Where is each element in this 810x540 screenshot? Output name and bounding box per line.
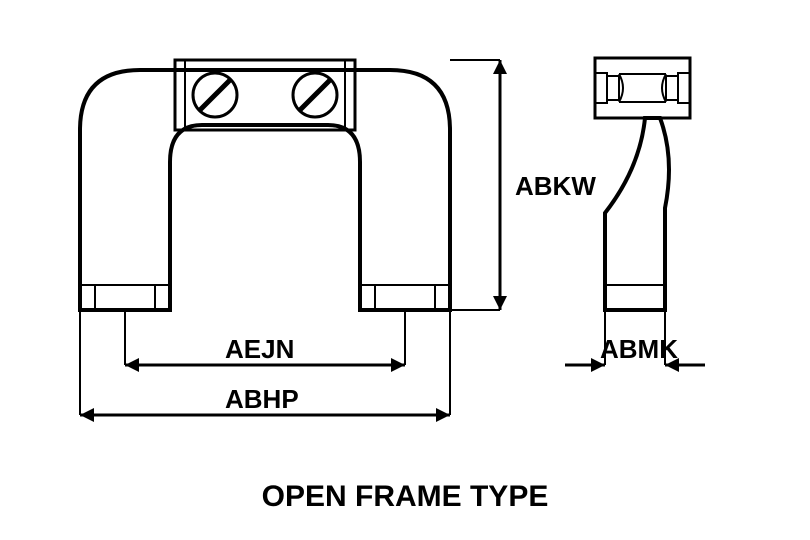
svg-text:ABMK: ABMK: [600, 334, 678, 364]
diagram-title: OPEN FRAME TYPE: [0, 480, 810, 514]
svg-text:ABKW: ABKW: [515, 171, 596, 201]
svg-text:AEJN: AEJN: [225, 334, 294, 364]
svg-text:ABHP: ABHP: [225, 384, 299, 414]
technical-drawing: ABKW AEJN ABHP ABMK: [0, 0, 810, 540]
